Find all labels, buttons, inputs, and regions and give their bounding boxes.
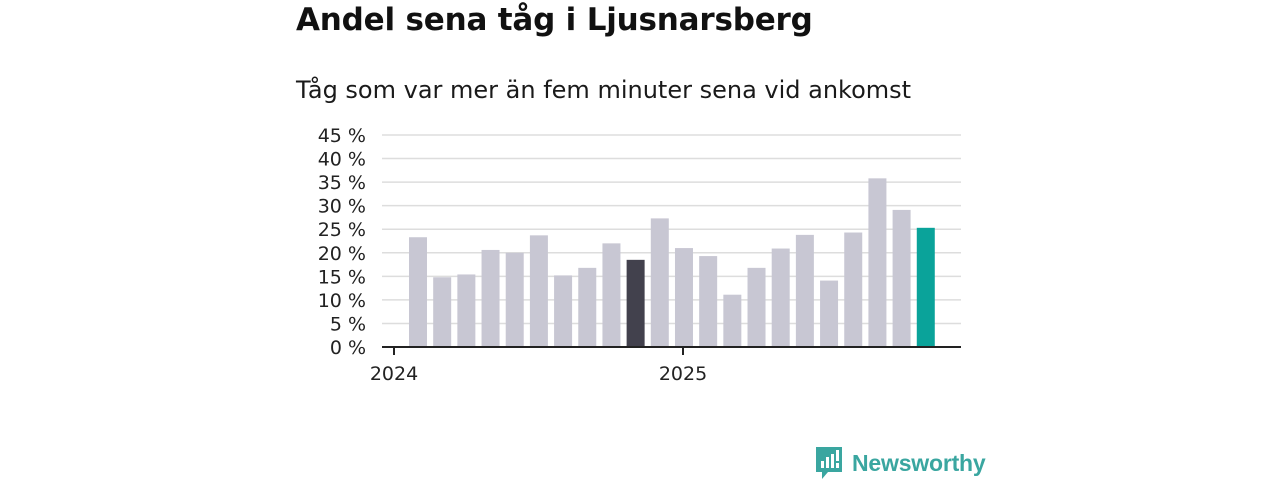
bar: [868, 178, 887, 347]
bar: [699, 256, 718, 347]
chart-subtitle: Tåg som var mer än fem minuter sena vid …: [296, 76, 912, 104]
y-tick-label: 30 %: [318, 196, 366, 218]
y-tick-label: 5 %: [330, 313, 366, 335]
newsworthy-brand: Newsworthy: [814, 446, 986, 480]
bar: [554, 275, 573, 347]
bar: [578, 267, 597, 347]
y-tick-label: 20 %: [318, 243, 366, 265]
y-tick-label: 45 %: [318, 125, 366, 147]
bar: [433, 277, 452, 347]
bar: [602, 243, 621, 347]
newsworthy-logo-icon: [816, 447, 842, 479]
y-tick-label: 10 %: [318, 290, 366, 312]
bar: [747, 267, 766, 347]
y-tick-label: 15 %: [318, 266, 366, 288]
bar: [650, 218, 669, 347]
bar: [771, 248, 790, 347]
bar: [844, 232, 863, 347]
bar: [457, 274, 476, 347]
bar: [916, 227, 935, 347]
bar: [820, 280, 839, 347]
y-tick-label: 35 %: [318, 172, 366, 194]
bar: [723, 294, 742, 347]
chart-title: Andel sena tåg i Ljusnarsberg: [296, 2, 813, 38]
bar: [481, 249, 500, 347]
x-tick-label: 2025: [659, 363, 707, 385]
bar: [529, 235, 548, 347]
bar: [892, 209, 911, 347]
brand-name: Newsworthy: [852, 449, 986, 476]
bar: [409, 237, 427, 347]
bar-chart: 0 %5 %10 %15 %20 %25 %30 %35 %40 %45 % 20…: [318, 125, 961, 385]
bar: [795, 234, 814, 347]
y-tick-label: 40 %: [318, 149, 366, 171]
bar: [674, 248, 693, 347]
bar: [505, 252, 524, 347]
y-tick-label: 25 %: [318, 219, 366, 241]
x-tick-label: 2024: [370, 363, 418, 385]
y-tick-label: 0 %: [330, 337, 366, 359]
bar: [626, 259, 645, 347]
